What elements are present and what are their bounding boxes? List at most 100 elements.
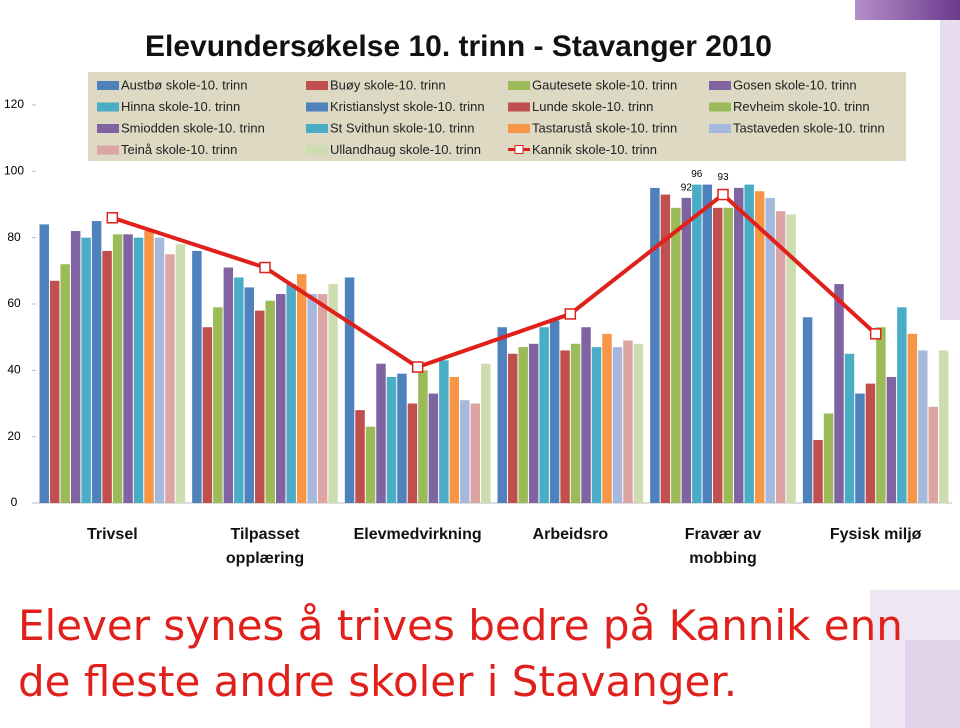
bar [60,264,70,503]
bar [865,383,876,503]
bar [376,363,386,503]
legend-swatch [306,102,328,112]
bar [907,333,918,503]
x-tick-label: Arbeidsro [532,526,609,543]
bar [449,376,460,503]
bar [660,194,671,504]
bar [570,343,581,503]
y-tick-label: 0 [11,495,18,509]
y-tick-label: 100 [4,164,24,178]
legend-label: Tastaveden skole-10. trinn [733,120,885,135]
chart-title: Elevundersøkelse 10. trinn - Stavanger 2… [145,30,772,63]
x-tick-label: Tilpasset opplæring [225,526,305,567]
decoration [905,640,960,728]
bar [560,350,570,503]
bar [275,294,286,503]
marker [411,361,424,373]
legend-label: Gosen skole-10. trinn [733,77,857,92]
bar [813,439,823,503]
bar [581,327,591,503]
x-tick-label: Elevmedvirkning [353,526,482,543]
bar [713,207,723,504]
bar [765,197,775,503]
legend-swatch [514,145,524,154]
legend-swatch [306,124,328,133]
bar [192,250,202,503]
bar [744,184,754,503]
bar [733,187,744,503]
bar [439,360,449,503]
marker [564,308,577,320]
bar [528,343,539,503]
x-tick-label: Trivsel [86,526,138,543]
bar [328,284,338,503]
bar [234,277,244,503]
bar [754,191,765,503]
legend-swatch [709,124,731,133]
bar [497,327,507,503]
bar [918,350,928,503]
legend-label: Lunde skole-10. trinn [532,99,653,114]
legend-label: Gautesete skole-10. trinn [532,77,677,92]
bar [855,393,865,503]
bar [876,327,886,503]
legend-label: St Svithun skole-10. trinn [330,120,475,135]
bar [102,250,112,503]
bar [633,343,644,503]
bar [460,400,470,503]
bar [928,406,939,503]
bar [407,403,418,503]
legend-swatch [709,102,731,112]
legend-swatch [508,124,530,133]
bar [418,370,428,503]
bar [165,254,175,503]
bar [70,231,81,504]
bar [154,237,165,503]
bar [175,244,186,504]
legend-label: Kristianslyst skole-10. trinn [330,99,485,114]
bar [144,231,154,504]
x-tick-label: Fravær av mobbing [684,526,762,567]
y-tick-label: 60 [7,296,21,310]
bar [939,350,949,503]
bar [223,267,234,503]
bar [355,410,365,503]
line [111,191,878,370]
legend-label: Teinå skole-10. trinn [121,142,237,157]
bar [591,347,602,503]
legend-swatch [508,102,530,112]
data-label: 93 [717,172,729,183]
bar [123,234,133,503]
legend-label: Revheim skole-10. trinn [733,99,870,114]
bar [844,353,855,503]
y-tick-label: 20 [7,429,21,443]
bar [775,211,786,503]
marker [869,328,882,340]
legend-label: Austbø skole-10. trinn [121,77,247,92]
bar [470,403,481,503]
legend-swatch [97,145,119,155]
bar [307,294,317,503]
legend-label: Kannik skole-10. trinn [532,142,657,157]
bar [296,274,307,503]
bar [723,207,733,504]
legend-label: Buøy skole-10. trinn [330,77,446,92]
legend-label: Hinna skole-10. trinn [121,99,240,114]
bar [39,224,49,503]
bar [213,307,223,503]
legend-swatch [306,81,328,90]
legend-label: Ullandhaug skole-10. trinn [330,142,481,157]
bar [702,184,713,503]
legend-label: Smiodden skole-10. trinn [121,120,265,135]
bar [91,221,102,504]
bar [133,237,144,503]
data-label: 96 [691,169,703,180]
marker [717,188,729,201]
bar [886,376,897,503]
bar [897,307,907,503]
bar [834,284,844,503]
bar [786,214,796,503]
marker [106,212,119,224]
